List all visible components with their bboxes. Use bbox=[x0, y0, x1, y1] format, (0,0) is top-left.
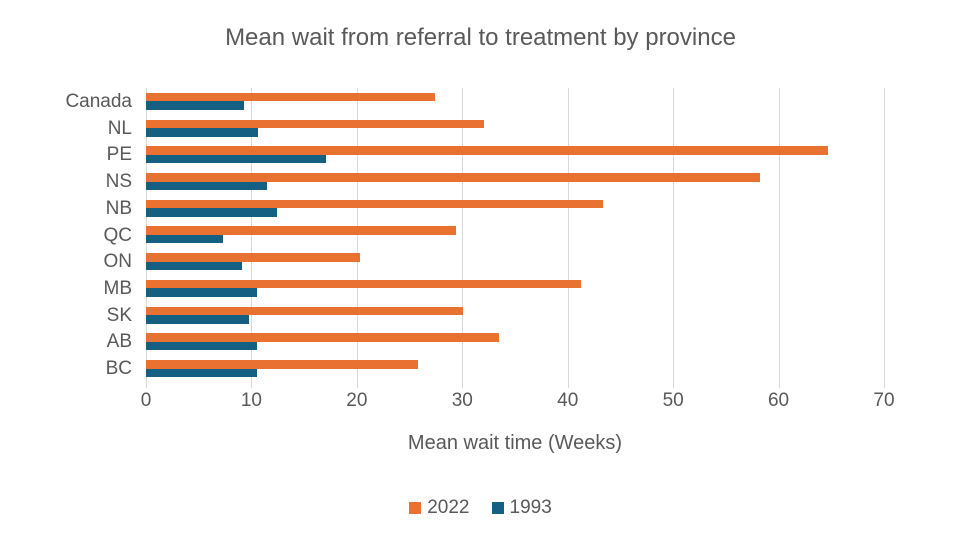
y-axis-label-bc: BC bbox=[105, 358, 132, 380]
y-axis-label-qc: QC bbox=[103, 224, 133, 246]
x-tick-label-70: 70 bbox=[873, 390, 895, 411]
x-tick-label-10: 10 bbox=[240, 390, 262, 411]
bar-2022-pe bbox=[146, 146, 829, 155]
x-tick-label-50: 50 bbox=[662, 390, 684, 411]
legend-label-1993: 1993 bbox=[509, 497, 552, 518]
bar-2022-mb bbox=[146, 279, 582, 289]
y-axis-label-mb: MB bbox=[103, 278, 133, 299]
bar-2022-canada bbox=[146, 92, 435, 102]
bar-1993-ns bbox=[146, 181, 268, 191]
bar-1993-ab bbox=[146, 341, 257, 351]
x-tick-label-60: 60 bbox=[767, 390, 790, 411]
bar-group-qc bbox=[146, 222, 884, 249]
y-axis-label-nl: NL bbox=[107, 117, 132, 139]
x-axis-tick-labels: 0 10 20 30 40 50 60 70 bbox=[141, 390, 895, 413]
legend-label-2022: 2022 bbox=[427, 497, 470, 518]
y-axis-label-canada: Canada bbox=[65, 90, 132, 112]
bar-group-sk bbox=[146, 302, 884, 329]
x-axis-title: Mean wait time (Weeks) bbox=[407, 432, 623, 454]
gridline-40 bbox=[567, 88, 569, 388]
gridline-60 bbox=[778, 88, 780, 388]
y-axis-label-on: ON bbox=[103, 251, 133, 273]
bar-group-ab bbox=[146, 328, 884, 355]
bar-2022-bc bbox=[146, 360, 418, 369]
bar-2022-sk bbox=[146, 306, 464, 316]
bar-1993-nb bbox=[146, 208, 277, 217]
bar-group-on bbox=[146, 248, 884, 275]
bar-1993-sk bbox=[146, 315, 250, 324]
bar-2022-nl bbox=[146, 119, 485, 129]
bar-2022-on bbox=[146, 253, 361, 262]
bar-1993-qc bbox=[146, 234, 223, 244]
bar-1993-bc bbox=[146, 368, 257, 378]
bar-group-ns bbox=[146, 168, 884, 195]
bar-1993-canada bbox=[146, 101, 245, 110]
bar-group-mb bbox=[146, 275, 884, 302]
gridline-50 bbox=[673, 88, 675, 388]
y-axis-label-sk: SK bbox=[106, 304, 132, 326]
bar-group-canada bbox=[146, 88, 884, 115]
y-axis-label-nb: NB bbox=[105, 197, 132, 219]
x-tick-label-0: 0 bbox=[140, 390, 152, 411]
legend-item-2022: 2022 bbox=[409, 497, 470, 518]
bar-group-pe bbox=[146, 141, 884, 168]
legend-swatch-1993 bbox=[491, 501, 504, 514]
bar-2022-qc bbox=[146, 226, 456, 235]
bar-2022-ab bbox=[146, 333, 500, 342]
bar-1993-nl bbox=[146, 128, 258, 137]
gridline-20 bbox=[356, 88, 358, 388]
y-axis-labels: Canada NL PE NS NB QC ON MB SK AB BC bbox=[0, 88, 132, 382]
y-axis-label-ab: AB bbox=[106, 331, 132, 353]
bar-2022-ns bbox=[146, 173, 760, 182]
bar-group-bc bbox=[146, 355, 884, 382]
gridline-30 bbox=[462, 88, 464, 388]
chart-title: Mean wait from referral to treatment by … bbox=[225, 24, 736, 51]
gridline-10 bbox=[251, 88, 253, 388]
y-axis-label-ns: NS bbox=[105, 171, 132, 193]
bar-1993-mb bbox=[146, 288, 257, 297]
x-tick-label-40: 40 bbox=[557, 390, 579, 411]
x-tick-label-30: 30 bbox=[451, 390, 473, 411]
legend-item-1993: 1993 bbox=[491, 497, 552, 518]
bar-1993-pe bbox=[146, 154, 327, 164]
gridline-70 bbox=[884, 88, 885, 388]
plot-area bbox=[146, 88, 884, 382]
x-tick-label-20: 20 bbox=[346, 390, 368, 411]
bar-group-nl bbox=[146, 115, 884, 142]
bar-2022-nb bbox=[146, 199, 603, 209]
bar-group-nb bbox=[146, 195, 884, 222]
y-axis-label-pe: PE bbox=[106, 144, 132, 166]
bar-1993-on bbox=[146, 261, 242, 271]
legend: 2022 1993 bbox=[0, 498, 961, 517]
legend-swatch-2022 bbox=[409, 501, 422, 514]
